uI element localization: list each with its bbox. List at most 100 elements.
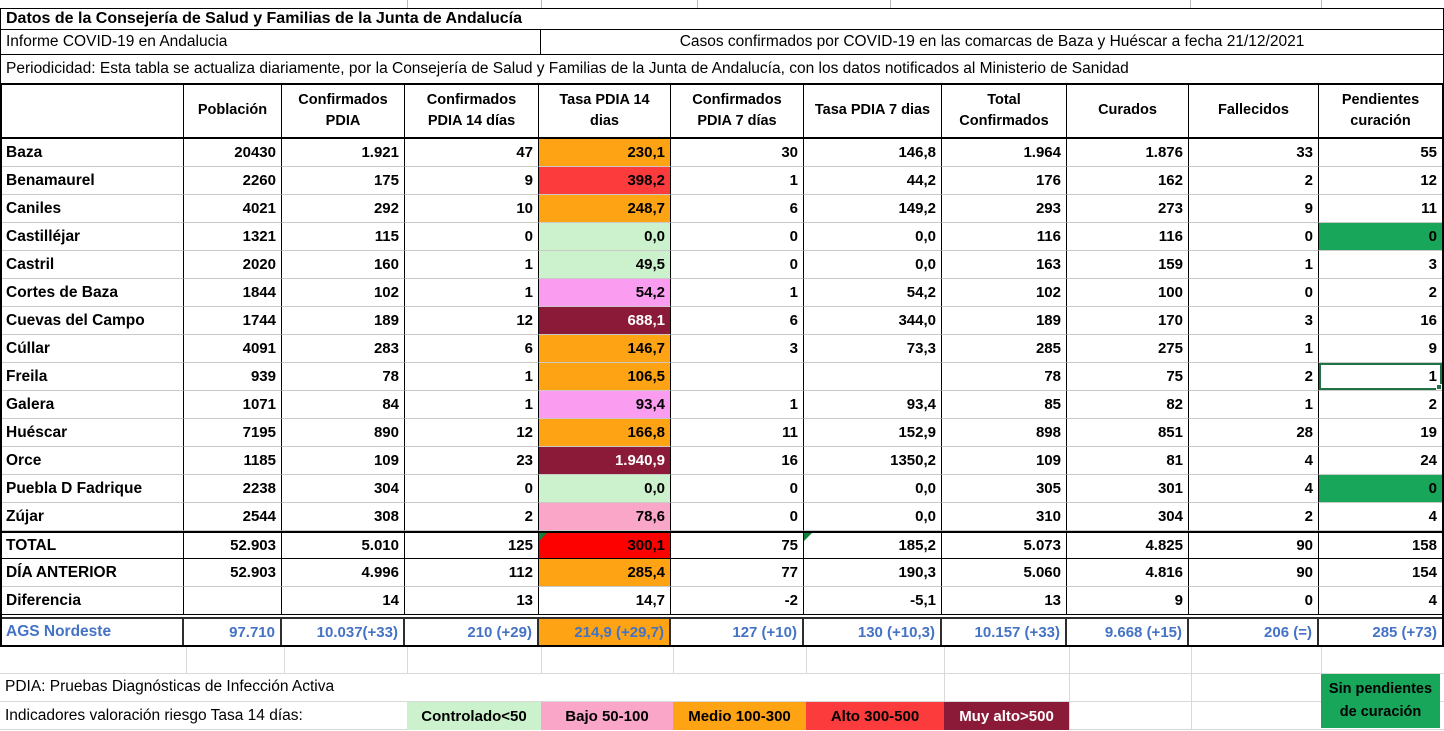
cell-poblacion[interactable]: 2020: [184, 251, 282, 279]
cell-confirmados-pdia-14d[interactable]: 12: [405, 419, 539, 447]
cell-curados[interactable]: 82: [1067, 391, 1189, 419]
cell-fallecidos[interactable]: 9: [1189, 195, 1319, 223]
cell-tasa-pdia-7d[interactable]: 0,0: [804, 475, 942, 503]
cell-tasa-pdia-7d[interactable]: 54,2: [804, 279, 942, 307]
cell-fallecidos[interactable]: 90: [1189, 559, 1319, 587]
cell-curados[interactable]: 9.668 (+15): [1067, 617, 1189, 645]
cell-tasa-pdia-7d[interactable]: [804, 363, 942, 391]
cell-poblacion[interactable]: 1185: [184, 447, 282, 475]
cell-tasa-pdia-14d[interactable]: 78,6: [539, 503, 671, 531]
corner-cell[interactable]: [2, 85, 184, 139]
periodicity-cell[interactable]: Periodicidad: Esta tabla se actualiza di…: [0, 54, 1444, 84]
legend-item-medio-100-300[interactable]: Medio 100-300: [673, 702, 806, 730]
cell-pendientes-curacion[interactable]: 285 (+73): [1319, 617, 1442, 645]
cell-confirmados-pdia-7d[interactable]: -2: [671, 587, 804, 615]
cell-confirmados-pdia-14d[interactable]: 2: [405, 503, 539, 531]
cell-total-confirmados[interactable]: 898: [942, 419, 1067, 447]
cell-confirmados-pdia-14d[interactable]: 10: [405, 195, 539, 223]
cell-total-confirmados[interactable]: 85: [942, 391, 1067, 419]
cell-tasa-pdia-7d[interactable]: 130 (+10,3): [804, 617, 942, 645]
cell-poblacion[interactable]: 4091: [184, 335, 282, 363]
cell-total-confirmados[interactable]: 10.157 (+33): [942, 617, 1067, 645]
cell-curados[interactable]: 81: [1067, 447, 1189, 475]
cell-curados[interactable]: 4.825: [1067, 531, 1189, 559]
cell-tasa-pdia-14d[interactable]: 166,8: [539, 419, 671, 447]
cell-total-confirmados[interactable]: 285: [942, 335, 1067, 363]
cell-pendientes-curacion[interactable]: 158: [1319, 531, 1442, 559]
cell-confirmados-pdia-14d[interactable]: 210 (+29): [405, 617, 539, 645]
cell-tasa-pdia-14d[interactable]: 285,4: [539, 559, 671, 587]
cell-tasa-pdia-7d[interactable]: 44,2: [804, 167, 942, 195]
cell-total-confirmados[interactable]: 5.060: [942, 559, 1067, 587]
row-label-cell[interactable]: DÍA ANTERIOR: [2, 559, 184, 587]
cell-confirmados-pdia-14d[interactable]: 0: [405, 223, 539, 251]
cell-tasa-pdia-14d[interactable]: 300,1: [539, 531, 671, 559]
cell-confirmados-pdia-7d[interactable]: 1: [671, 391, 804, 419]
cell-confirmados-pdia[interactable]: 1.921: [282, 139, 405, 167]
cell-confirmados-pdia[interactable]: 890: [282, 419, 405, 447]
cell-confirmados-pdia[interactable]: 160: [282, 251, 405, 279]
column-header-confirmados-pdia[interactable]: Confirmados PDIA: [282, 85, 405, 139]
cell-tasa-pdia-14d[interactable]: 106,5: [539, 363, 671, 391]
cell-tasa-pdia-7d[interactable]: 73,3: [804, 335, 942, 363]
cell-poblacion[interactable]: 4021: [184, 195, 282, 223]
column-header-fallecidos[interactable]: Fallecidos: [1189, 85, 1319, 139]
legend-item-alto-300-500[interactable]: Alto 300-500: [806, 702, 944, 730]
cell-poblacion[interactable]: 52.903: [184, 531, 282, 559]
cell-confirmados-pdia-14d[interactable]: 1: [405, 363, 539, 391]
cell-confirmados-pdia-7d[interactable]: 1: [671, 167, 804, 195]
cell-tasa-pdia-7d[interactable]: 185,2: [804, 531, 942, 559]
cell-tasa-pdia-7d[interactable]: 190,3: [804, 559, 942, 587]
cell-confirmados-pdia-7d[interactable]: 3: [671, 335, 804, 363]
cell-poblacion[interactable]: 1071: [184, 391, 282, 419]
cell-confirmados-pdia-7d[interactable]: 0: [671, 223, 804, 251]
cell-pendientes-curacion[interactable]: 4: [1319, 503, 1442, 531]
sheet-title-cell[interactable]: Datos de la Consejería de Salud y Famili…: [0, 8, 1444, 30]
cell-tasa-pdia-14d[interactable]: 230,1: [539, 139, 671, 167]
cell-tasa-pdia-7d[interactable]: 0,0: [804, 251, 942, 279]
cell-poblacion[interactable]: 939: [184, 363, 282, 391]
column-header-tasa-pdia-14d[interactable]: Tasa PDIA 14 dias: [539, 85, 671, 139]
cell-pendientes-curacion[interactable]: 1: [1319, 363, 1442, 391]
cell-fallecidos[interactable]: 1: [1189, 335, 1319, 363]
cell-fallecidos[interactable]: 1: [1189, 251, 1319, 279]
cell-fallecidos[interactable]: 2: [1189, 363, 1319, 391]
cell-confirmados-pdia[interactable]: 14: [282, 587, 405, 615]
cell-confirmados-pdia-14d[interactable]: 1: [405, 279, 539, 307]
row-label-cell[interactable]: Orce: [2, 447, 184, 475]
cell-pendientes-curacion[interactable]: 16: [1319, 307, 1442, 335]
cell-total-confirmados[interactable]: 1.964: [942, 139, 1067, 167]
cell-total-confirmados[interactable]: 5.073: [942, 531, 1067, 559]
cell-pendientes-curacion[interactable]: 12: [1319, 167, 1442, 195]
cell-confirmados-pdia[interactable]: 292: [282, 195, 405, 223]
cell-curados[interactable]: 100: [1067, 279, 1189, 307]
row-label-cell[interactable]: Huéscar: [2, 419, 184, 447]
cell-tasa-pdia-7d[interactable]: 146,8: [804, 139, 942, 167]
cell-tasa-pdia-14d[interactable]: 0,0: [539, 223, 671, 251]
row-label-cell[interactable]: Zújar: [2, 503, 184, 531]
cell-confirmados-pdia-7d[interactable]: 6: [671, 195, 804, 223]
cell-curados[interactable]: 159: [1067, 251, 1189, 279]
cell-confirmados-pdia[interactable]: 304: [282, 475, 405, 503]
cell-curados[interactable]: 116: [1067, 223, 1189, 251]
row-label-cell[interactable]: AGS Nordeste: [2, 617, 184, 645]
cell-curados[interactable]: 304: [1067, 503, 1189, 531]
cell-curados[interactable]: 9: [1067, 587, 1189, 615]
cell-tasa-pdia-7d[interactable]: 152,9: [804, 419, 942, 447]
cell-fallecidos[interactable]: 0: [1189, 587, 1319, 615]
row-label-cell[interactable]: Cortes de Baza: [2, 279, 184, 307]
cell-poblacion[interactable]: 97.710: [184, 617, 282, 645]
cell-fallecidos[interactable]: 90: [1189, 531, 1319, 559]
row-label-cell[interactable]: Galera: [2, 391, 184, 419]
cell-poblacion[interactable]: 2238: [184, 475, 282, 503]
cell-fallecidos[interactable]: 3: [1189, 307, 1319, 335]
cell-confirmados-pdia-7d[interactable]: 0: [671, 475, 804, 503]
cell-total-confirmados[interactable]: 102: [942, 279, 1067, 307]
cell-tasa-pdia-7d[interactable]: 0,0: [804, 223, 942, 251]
cell-confirmados-pdia-14d[interactable]: 9: [405, 167, 539, 195]
cell-confirmados-pdia[interactable]: 102: [282, 279, 405, 307]
cell-pendientes-curacion[interactable]: 2: [1319, 391, 1442, 419]
cell-total-confirmados[interactable]: 116: [942, 223, 1067, 251]
row-label-cell[interactable]: Puebla D Fadrique: [2, 475, 184, 503]
cell-tasa-pdia-14d[interactable]: 54,2: [539, 279, 671, 307]
